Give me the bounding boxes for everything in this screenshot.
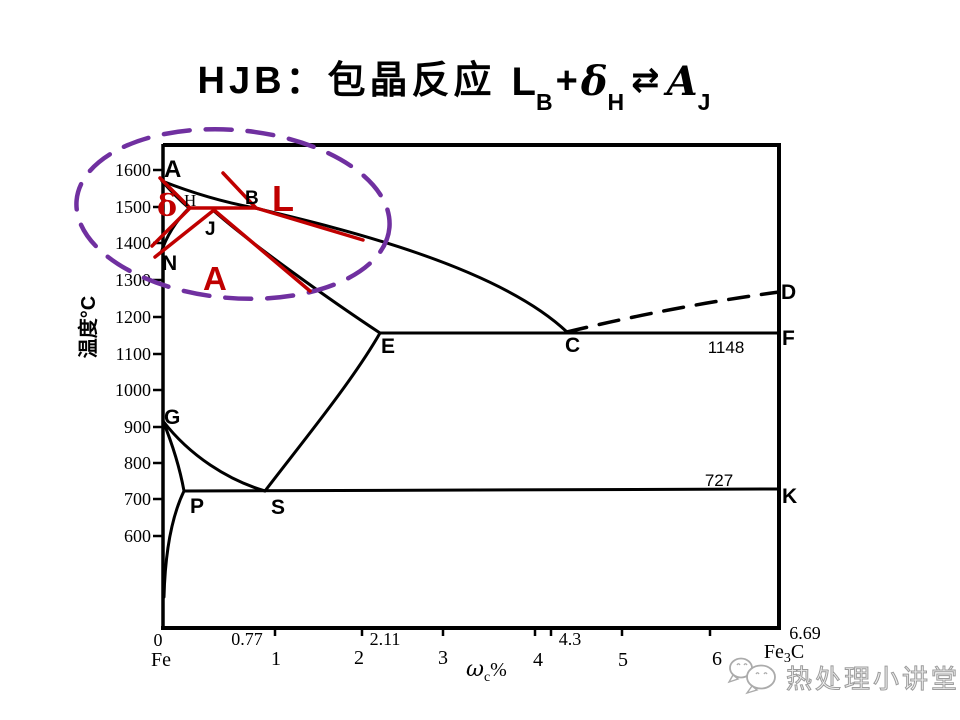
point-D: D: [781, 281, 796, 304]
point-E: E: [381, 335, 395, 358]
x-tick-2: 2: [354, 647, 364, 669]
point-A: A: [164, 156, 181, 183]
point-N: N: [162, 252, 177, 275]
y-axis-ticks: [153, 168, 163, 538]
point-H: H: [184, 191, 196, 210]
point-labels: A H B J N G E C D F K P S: [162, 156, 797, 519]
x-special-labels: 0 0.77 2.11 4.3 6.69: [154, 623, 821, 650]
point-K: K: [782, 485, 797, 508]
x-669: 6.69: [789, 623, 821, 643]
eutectoid-temp-label: 727: [705, 471, 733, 490]
title-term-austenite: AJ: [666, 58, 711, 115]
y-tick-labels: 1600 1500 1400 1300 1200 1100 1000 900 8…: [115, 160, 151, 546]
x-label-fe3c: Fe3C: [764, 641, 804, 666]
point-C: C: [565, 334, 580, 357]
point-G: G: [164, 406, 180, 429]
chat-bubbles-icon: [727, 657, 776, 695]
x-tick-5: 5: [618, 649, 628, 671]
y-tick-900: 900: [124, 417, 151, 437]
liquidus-ABC: [160, 179, 569, 334]
plot-frame: [161, 143, 781, 630]
x-label-fe: Fe: [151, 649, 171, 671]
y-tick-1500: 1500: [115, 197, 151, 217]
title-term-delta: δH: [580, 58, 625, 115]
watermark-text: 热处理小讲堂: [786, 664, 960, 694]
title-heading: HJB：包晶反应: [197, 60, 496, 102]
watermark: 热处理小讲堂: [727, 657, 960, 695]
y-tick-1000: 1000: [115, 380, 151, 400]
x-tick-labels: Fe 1 2 3 4 5 6 Fe3C: [151, 641, 804, 671]
y-tick-800: 800: [124, 453, 151, 473]
phase-labels: δ L A: [157, 178, 294, 297]
x-axis-title: ωc%: [466, 657, 507, 685]
x-43: 4.3: [559, 629, 582, 649]
eutectoid-line-727: [182, 487, 781, 493]
x-origin: 0: [154, 630, 163, 650]
boundary-GP: [161, 419, 186, 493]
y-tick-1100: 1100: [116, 344, 151, 364]
title-plus: +: [555, 60, 578, 102]
point-J: J: [205, 219, 216, 240]
phase-label-austenite: A: [203, 260, 227, 297]
ferrite-solvus: [162, 489, 186, 599]
liquidus-extension-CD: [565, 290, 781, 334]
peritectic-highlight-ellipse: [74, 126, 392, 302]
title-term-liquid: LB: [511, 60, 553, 115]
y-tick-700: 700: [124, 489, 151, 509]
x-077: 0.77: [231, 629, 263, 649]
acm-SE: [263, 331, 382, 493]
y-tick-1300: 1300: [115, 270, 151, 290]
x-tick-3: 3: [438, 647, 448, 669]
x-tick-6: 6: [712, 648, 722, 670]
x-tick-4: 4: [533, 649, 543, 671]
x-tick-1: 1: [271, 648, 281, 670]
y-tick-600: 600: [124, 526, 151, 546]
point-B: B: [245, 188, 259, 209]
y-tick-1400: 1400: [115, 233, 151, 253]
equilibrium-arrow-icon: ⇄: [631, 60, 660, 100]
y-tick-1200: 1200: [115, 307, 151, 327]
point-F: F: [782, 327, 795, 350]
boundary-GS: [161, 419, 267, 493]
eutectic-temp-label: 1148: [708, 338, 745, 357]
phase-label-liquid: L: [272, 178, 294, 219]
point-S: S: [271, 496, 285, 519]
x-211: 2.11: [370, 629, 401, 649]
x-axis-ticks: [273, 628, 712, 636]
y-axis-title: 温度°C: [76, 296, 100, 358]
point-P: P: [190, 495, 204, 518]
peritectic-red-lines: [150, 171, 365, 293]
slide-title: HJB：包晶反应 LB + δH ⇄ AJ: [0, 58, 934, 115]
phase-label-delta: δ: [157, 189, 177, 224]
y-tick-1600: 1600: [115, 160, 151, 180]
